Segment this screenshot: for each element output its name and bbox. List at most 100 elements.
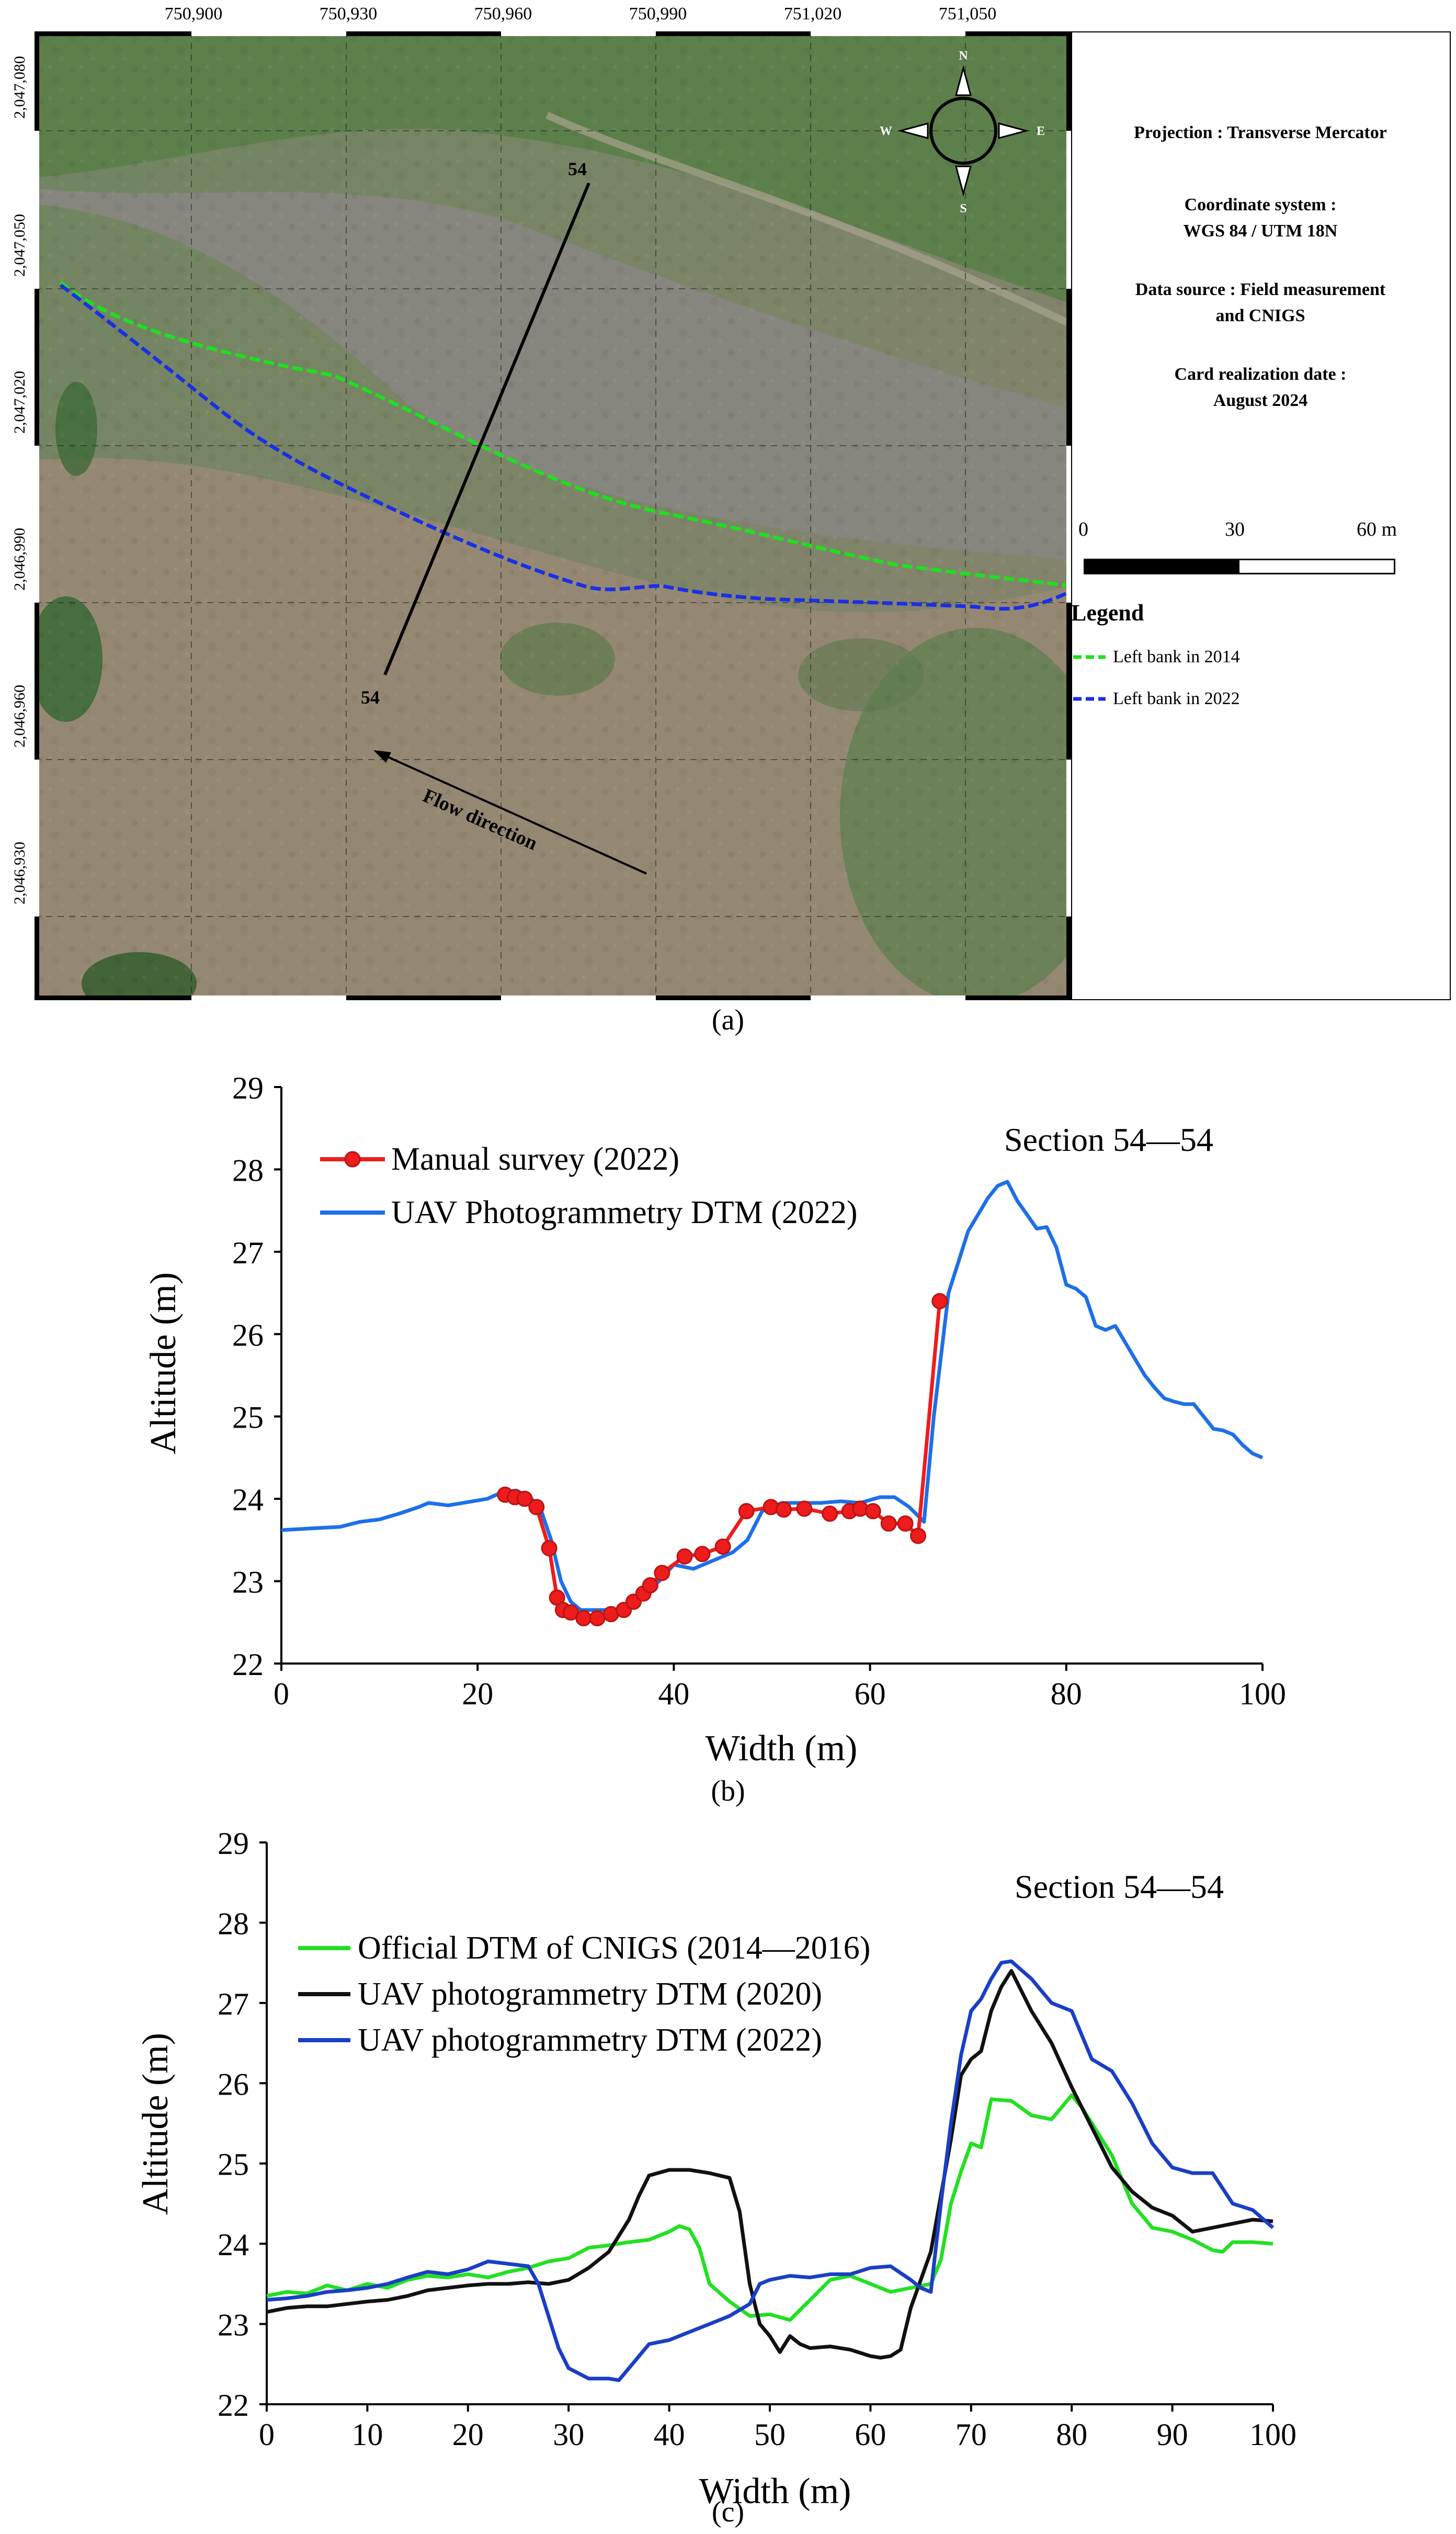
data-point	[589, 1610, 606, 1626]
chart-c-xlabel: Width (m)	[699, 2471, 851, 2512]
axes-c: 0 10 20 30 40 50 60 70 80 90 100 22 23 24 25 26 27 28 29	[218, 1826, 1296, 2452]
data-point	[575, 1610, 592, 1626]
chart-c-legend: Official DTM of CNIGS (2014—2016) UAV ph…	[298, 1930, 870, 2058]
plot-c	[266, 1959, 1275, 2382]
axes-b: 0 20 40 60 80 100 22 23 24 25 26 27 28 29	[232, 1071, 1286, 1711]
panel-a-label: (a)	[711, 1004, 745, 1036]
data-point	[528, 1499, 545, 1515]
series-line-0	[266, 2093, 1273, 2322]
x-tick-label: 750,900	[164, 4, 223, 24]
y-tick-label: 23	[218, 2308, 249, 2343]
x-tick-label: 751,020	[783, 4, 842, 24]
data-point	[516, 1490, 533, 1507]
y-tick-label: 27	[218, 1987, 249, 2021]
y-tick-label: 2,046,990	[11, 528, 28, 591]
compass-s: S	[960, 202, 966, 216]
y-tick-label: 22	[218, 2388, 249, 2423]
legend-c-2022-label: UAV photogrammetry DTM (2022)	[358, 2022, 822, 2058]
data-point	[694, 1546, 711, 1563]
left-bank-2022-line	[59, 284, 1071, 611]
chart-c-ylabel: Altitude (m)	[135, 2033, 176, 2215]
y-tick-label: 24	[218, 2227, 249, 2262]
coordinate-system-value: WGS 84 / UTM 18N	[1183, 221, 1338, 241]
section-label-top: 54	[568, 159, 587, 179]
scale-bar-zero: 0	[1078, 518, 1088, 540]
x-tick-label: 20	[462, 1677, 493, 1711]
legend-item-2014: Left bank in 2014	[1071, 646, 1240, 669]
panel-b-label: (b)	[711, 1775, 745, 1807]
data-point	[910, 1528, 927, 1544]
x-tick-label: 0	[274, 1677, 289, 1711]
x-tick-label: 20	[452, 2417, 484, 2452]
compass-e: E	[1037, 125, 1045, 138]
x-tick-label: 50	[754, 2417, 786, 2452]
legend-swatch-2022	[1073, 697, 1106, 701]
legend-label-2014: Left bank in 2014	[1113, 647, 1240, 666]
x-tick-label: 750,930	[319, 4, 378, 24]
scale-bar-mid: 30	[1225, 518, 1245, 540]
data-point	[738, 1503, 755, 1520]
y-tick-label: 28	[218, 1906, 249, 1941]
plot-b	[281, 1180, 1264, 1626]
y-tick-label: 22	[232, 1647, 264, 1682]
map-info-box	[1071, 31, 1451, 1000]
legend-c-cnigs-label: Official DTM of CNIGS (2014—2016)	[358, 1930, 870, 1966]
compass-n: N	[959, 49, 968, 63]
x-tick-label: 40	[654, 2417, 685, 2452]
scale-bar	[1084, 559, 1395, 574]
series-line-2	[266, 1959, 1275, 2382]
data-source-line2: and CNIGS	[1215, 306, 1305, 325]
x-tick-label: 60	[855, 1677, 886, 1711]
x-tick-label: 0	[259, 2417, 275, 2452]
compass-icon: N S E W	[880, 49, 1045, 216]
y-tick-label: 26	[232, 1318, 264, 1352]
legend-b-manual-label: Manual survey (2022)	[391, 1141, 679, 1177]
projection-text: Projection : Transverse Mercator	[1134, 123, 1387, 142]
map-border-ticks	[35, 31, 1071, 1000]
y-tick-label: 29	[232, 1071, 264, 1105]
x-tick-label: 30	[553, 2417, 584, 2452]
legend-b-manual-marker	[344, 1151, 361, 1168]
compass-w: W	[880, 125, 892, 138]
data-source-line1: Data source : Field measurement	[1135, 280, 1386, 299]
chart-b-annotation: Section 54—54	[1004, 1121, 1213, 1158]
data-point	[897, 1515, 914, 1532]
legend-title: Legend	[1071, 600, 1144, 626]
legend-c-2020-label: UAV photogrammetry DTM (2020)	[358, 1976, 822, 2012]
x-tick-label: 70	[956, 2417, 987, 2452]
coordinate-system-title: Coordinate system :	[1184, 195, 1337, 214]
series-line-0	[281, 1180, 1264, 1612]
data-point	[714, 1538, 731, 1555]
x-tick-label: 90	[1157, 2417, 1188, 2452]
date-title: Card realization date :	[1174, 365, 1347, 384]
legend-b-uav-label: UAV Photogrammetry DTM (2022)	[391, 1195, 858, 1230]
x-tick-label: 80	[1056, 2417, 1087, 2452]
chart-b-ylabel: Altitude (m)	[143, 1272, 184, 1454]
map-frame: N S E W 54 54 Flow direction	[35, 31, 1071, 1000]
y-tick-label: 2,046,960	[11, 685, 28, 748]
left-bank-2014-line	[59, 281, 1071, 588]
x-tick-label: 100	[1249, 2417, 1296, 2452]
series-line-1	[266, 1969, 1273, 2360]
y-tick-label: 2,047,020	[11, 371, 28, 434]
y-tick-label: 2,047,050	[11, 214, 28, 277]
y-tick-label: 2,046,930	[11, 842, 28, 904]
x-tick-label: 10	[351, 2417, 383, 2452]
chart-b: 0 20 40 60 80 100 22 23 24 25 26 27 28 29 Section 54—…	[143, 1071, 1286, 1768]
date-value: August 2024	[1213, 391, 1308, 410]
scale-bar-end: 60 m	[1357, 518, 1397, 540]
y-tick-label: 25	[218, 2147, 249, 2182]
x-tick-label: 60	[855, 2417, 886, 2452]
y-tick-label: 26	[218, 2067, 249, 2101]
panel-a: 750,900 750,930 750,960 750,990 751,020 …	[0, 0, 1456, 1036]
x-tick-label: 40	[658, 1677, 689, 1711]
section-label-bottom: 54	[361, 687, 380, 708]
chart-b-xlabel: Width (m)	[706, 1728, 858, 1768]
data-point	[776, 1501, 792, 1518]
data-point	[654, 1565, 670, 1581]
data-point	[822, 1505, 838, 1522]
x-tick-label: 100	[1239, 1677, 1286, 1711]
flow-arrow	[373, 750, 647, 875]
y-tick-label: 29	[218, 1826, 249, 1861]
section-line	[383, 182, 590, 676]
